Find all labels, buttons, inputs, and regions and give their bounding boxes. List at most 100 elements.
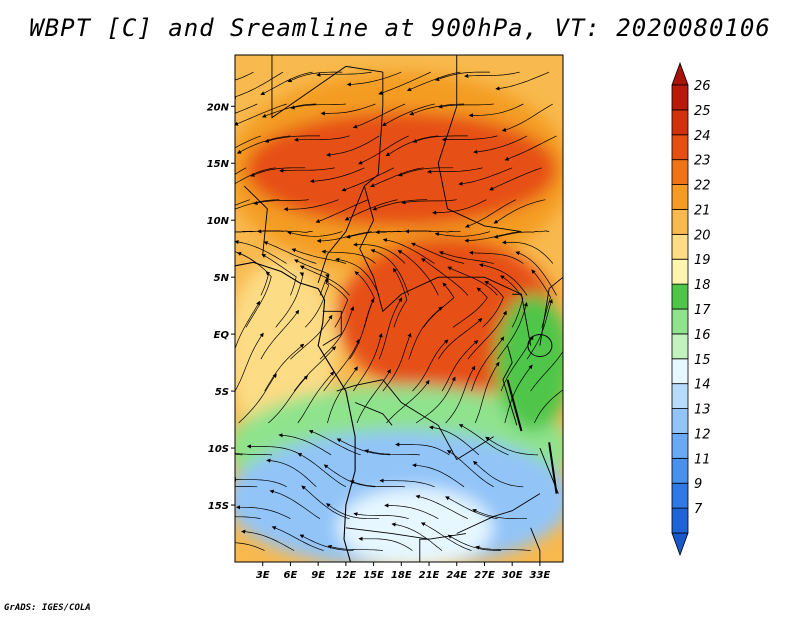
streamline <box>438 318 483 360</box>
y-tick-label: 20N <box>207 102 230 113</box>
colorbar-swatch <box>671 507 689 534</box>
streamline <box>378 297 403 360</box>
streamline <box>445 496 498 520</box>
streamline <box>412 339 449 392</box>
streamline <box>411 242 465 264</box>
streamline <box>447 266 498 296</box>
streamline <box>235 135 262 149</box>
streamline <box>502 240 554 264</box>
colorbar-swatch <box>671 333 689 360</box>
colorbar-label: 24 <box>694 129 711 144</box>
streamline <box>271 526 324 551</box>
streamline <box>391 522 443 551</box>
colorbar-label: 25 <box>694 104 711 119</box>
chart-title: WBPT [C] and Sreamline at 900hPa, VT: 20… <box>29 14 771 42</box>
streamline <box>269 489 321 519</box>
y-tick-label: 5S <box>215 387 229 398</box>
streamline <box>335 257 380 296</box>
streamline <box>316 71 372 77</box>
streamline <box>401 199 457 205</box>
colorbar-swatch <box>671 383 689 409</box>
colorbar-label: 23 <box>694 154 711 169</box>
streamline <box>287 71 343 83</box>
border-segment <box>317 185 365 284</box>
colorbar-bottom-arrow <box>671 532 689 557</box>
border-segment <box>243 185 268 255</box>
streamline <box>236 135 291 154</box>
streamline <box>264 343 305 392</box>
colorbar-label: 13 <box>694 403 711 418</box>
streamline <box>472 509 527 520</box>
colorbar-swatch <box>671 408 689 434</box>
streamline <box>452 287 488 328</box>
streamline <box>353 333 383 392</box>
streamline <box>238 373 277 424</box>
streamline <box>246 444 302 456</box>
streamline <box>404 229 461 234</box>
x-tick-label: 15E <box>363 570 384 581</box>
country-borders <box>235 55 563 562</box>
streamline <box>353 242 406 264</box>
lake-tanganyika <box>506 379 523 432</box>
streamline <box>384 503 439 520</box>
streamline <box>299 265 350 296</box>
colorbar-swatch <box>671 159 689 185</box>
colorbar-swatch <box>671 84 689 111</box>
colorbar-swatch <box>671 358 689 385</box>
streamline <box>370 249 410 296</box>
border-segment <box>364 72 384 187</box>
streamline <box>235 332 264 392</box>
colorbar-swatch <box>671 184 689 210</box>
streamline <box>301 485 350 520</box>
plot-frame <box>234 54 564 563</box>
streamline <box>319 306 355 360</box>
streamline <box>485 436 539 456</box>
streamline <box>327 544 383 551</box>
streamline <box>497 302 528 360</box>
streamline <box>526 298 553 360</box>
streamline <box>465 199 517 228</box>
streamline <box>378 71 432 95</box>
colorbar-label: 21 <box>694 203 711 218</box>
streamline <box>434 231 491 237</box>
streamline <box>412 135 468 143</box>
streamline <box>412 463 465 488</box>
y-tick-label: 10N <box>207 216 230 227</box>
streamline <box>475 545 531 551</box>
streamline <box>445 365 476 424</box>
y-tick-label: 15N <box>207 159 230 170</box>
streamline <box>260 71 313 96</box>
streamline <box>235 251 258 264</box>
streamline <box>310 167 365 184</box>
streamline <box>415 376 456 424</box>
streamline <box>501 103 553 132</box>
x-tick-label: 30E <box>502 570 523 581</box>
streamline <box>235 452 273 456</box>
x-tick-label: 21E <box>419 570 440 581</box>
colorbar-label: 15 <box>694 353 711 368</box>
streamline <box>278 433 332 456</box>
streamline <box>235 300 260 350</box>
colorbar-label: 16 <box>694 328 711 343</box>
streamline <box>427 167 483 174</box>
streamline <box>406 71 461 92</box>
streamline <box>438 103 494 109</box>
streamline <box>235 239 287 264</box>
streamline <box>320 103 376 116</box>
colorbar-label: 9 <box>694 477 702 492</box>
streamline <box>326 503 380 520</box>
streamline <box>382 238 435 264</box>
streamline <box>235 199 250 206</box>
streamline <box>297 453 347 488</box>
streamline <box>346 71 402 87</box>
streamline <box>495 71 550 91</box>
x-tick-label: 3E <box>256 570 270 581</box>
streamline <box>398 167 454 177</box>
streamline <box>324 277 349 328</box>
streamline <box>323 464 376 488</box>
streamline <box>235 453 243 456</box>
streamline <box>356 368 391 424</box>
colorbar: 7 9 11 12 13 14 15 16 17 18 19 20 21 22 23 24 25 26 <box>671 61 711 557</box>
streamline <box>458 167 513 186</box>
